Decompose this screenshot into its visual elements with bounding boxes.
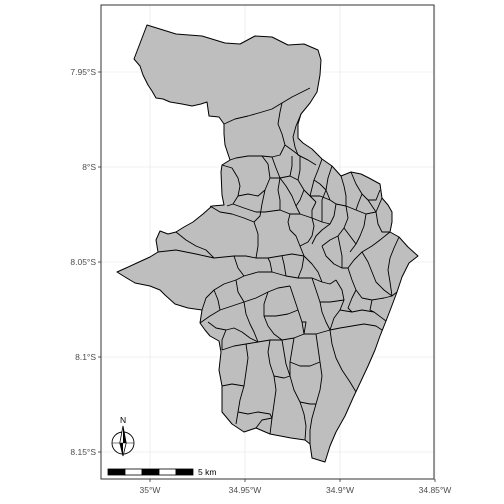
- scale-bar-segment: [175, 468, 194, 476]
- y-axis-tick-label: 8.05°S: [70, 257, 96, 267]
- y-axis-tick-label: 8°S: [82, 162, 96, 172]
- y-axis-tick-label: 8.15°S: [70, 447, 96, 457]
- municipality-outer-boundary: [116, 24, 419, 463]
- x-axis-tick-label: 34.9°W: [326, 485, 354, 495]
- x-axis: 35°W 34.95°W 34.9°W 34.85°W: [140, 479, 452, 495]
- north-label: N: [120, 415, 126, 425]
- scale-bar-segment: [107, 468, 126, 476]
- scale-bar: 5 km: [107, 467, 216, 477]
- neighbourhood-boundaries: [157, 87, 400, 444]
- y-axis-tick-label: 7.95°S: [70, 67, 96, 77]
- municipality-boundary-map: [116, 24, 419, 463]
- panel-frame: [100, 4, 435, 480]
- x-axis-tick-label: 35°W: [140, 485, 161, 495]
- x-axis-tick-label: 34.85°W: [419, 485, 452, 495]
- y-axis: 7.95°S 8°S 8.05°S 8.1°S 8.15°S: [70, 67, 101, 457]
- y-axis-tick-label: 8.1°S: [75, 352, 96, 362]
- scale-bar-segment: [158, 468, 177, 476]
- north-arrow: N: [111, 415, 135, 457]
- scale-bar-segment: [141, 468, 160, 476]
- x-axis-tick-label: 34.95°W: [229, 485, 262, 495]
- scale-bar-segment: [124, 468, 143, 476]
- north-arrow-icon: [111, 425, 135, 457]
- scale-bar-label: 5 km: [198, 467, 216, 477]
